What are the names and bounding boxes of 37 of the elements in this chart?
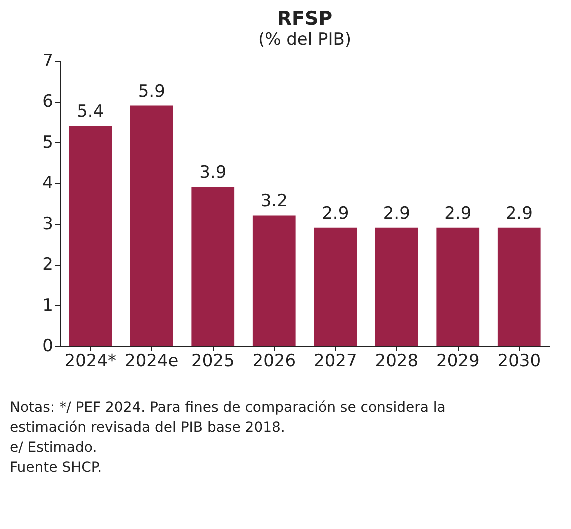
data-label: 2.9 — [506, 204, 533, 224]
text: Notas: */ PEF 2024. Para fines de comparación se considera la estimación revisada del PIB base 2018. — [10, 400, 446, 436]
x-tick-label: 2024e — [125, 352, 179, 372]
y-tick-label: 4 — [42, 174, 54, 194]
source-note: Fuente SHCP. — [10, 460, 102, 476]
x-tick-label: 2025 — [191, 352, 235, 372]
data-label: 2.9 — [444, 204, 472, 224]
bar — [436, 228, 480, 346]
y-tick-label: 5 — [42, 132, 54, 153]
y-tick-label: 2 — [42, 255, 54, 276]
bar — [375, 228, 418, 346]
text: e/ Estimado. — [10, 440, 98, 456]
chart-title: RFSP — [277, 8, 333, 30]
data-label: 2.9 — [383, 204, 410, 224]
x-tick-label: 2028 — [375, 352, 419, 372]
x-tick-label: 2024* — [64, 352, 117, 372]
x-tick-label: 2029 — [436, 352, 480, 372]
x-tick-label: 2030 — [498, 352, 542, 372]
y-tick-label: 0 — [42, 336, 54, 356]
data-label: 5.4 — [77, 102, 104, 122]
x-tick-label: 2027 — [314, 352, 358, 372]
data-label: 3.2 — [260, 192, 288, 212]
data-label: 5.9 — [138, 82, 166, 102]
bar — [69, 126, 112, 346]
data-label: 3.9 — [200, 163, 227, 184]
bar — [252, 216, 296, 346]
y-tick-label: 7 — [42, 52, 54, 72]
chart-subtitle: (% del PIB) — [258, 30, 352, 50]
bar — [498, 228, 541, 346]
bar — [192, 187, 235, 346]
y-tick-label: 1 — [42, 296, 54, 316]
y-tick-label: 6 — [42, 92, 54, 112]
bar — [130, 106, 174, 346]
data-label: 2.9 — [322, 204, 350, 224]
x-tick-label: 2026 — [252, 352, 296, 372]
bar — [314, 228, 358, 346]
y-tick-label: 3 — [42, 214, 54, 234]
